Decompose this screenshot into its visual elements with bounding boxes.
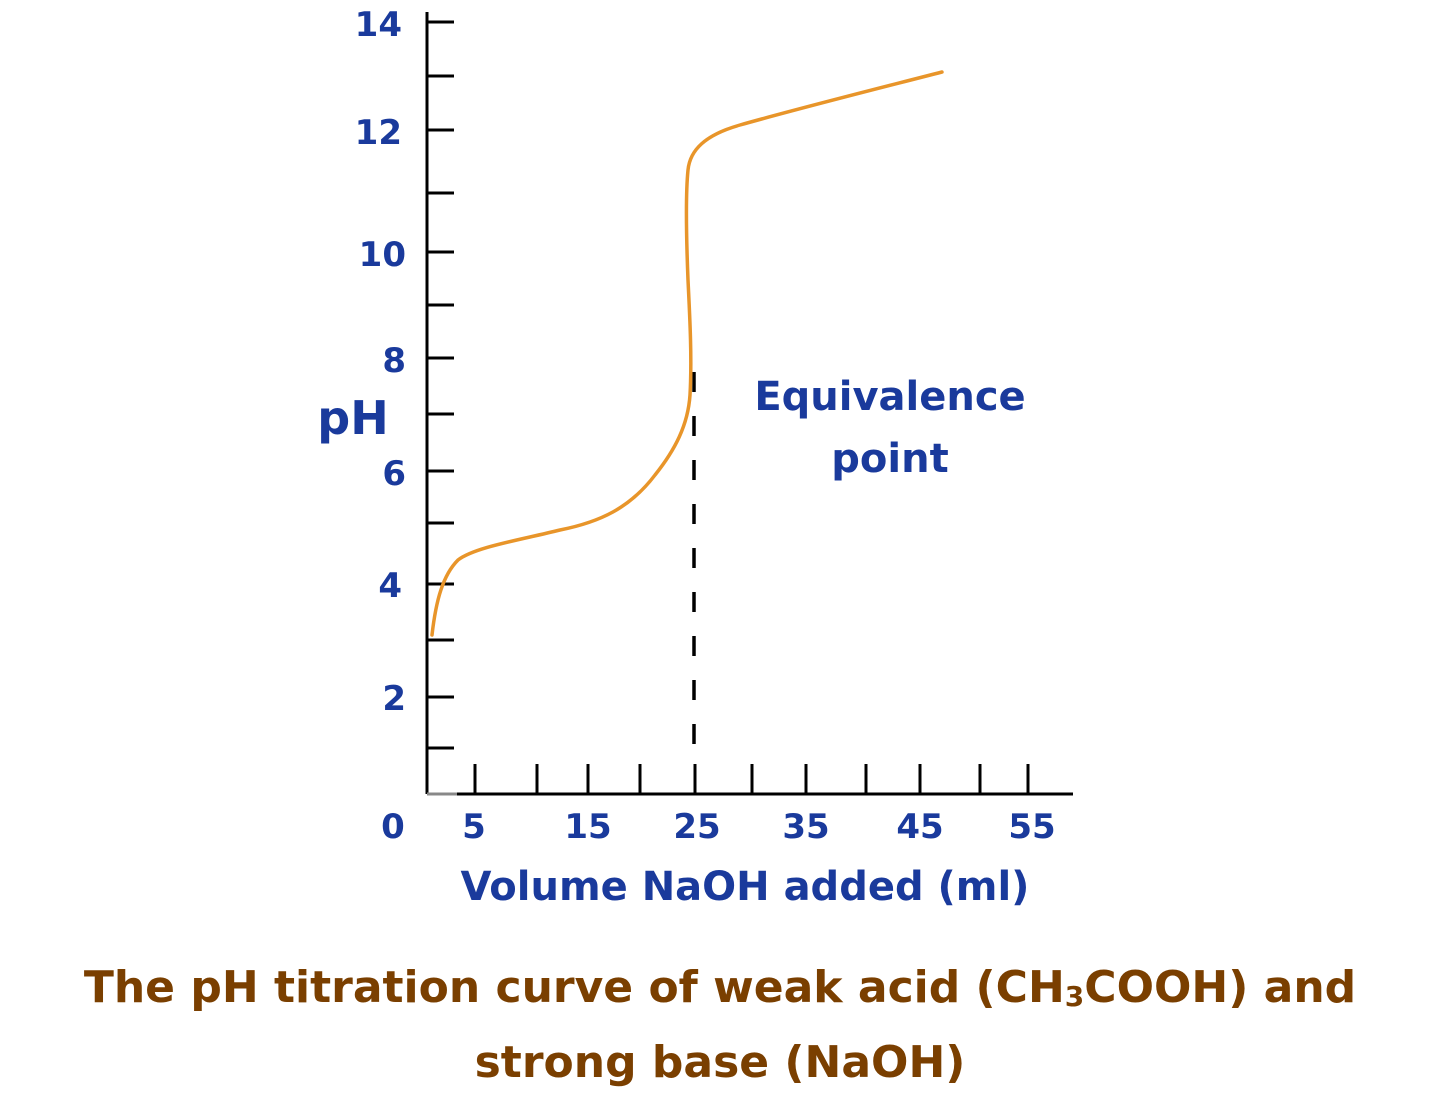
x-tick-5: 5 — [462, 807, 486, 847]
caption-line-2: strong base (NaOH) — [474, 1037, 966, 1088]
x-tick-15: 15 — [564, 807, 611, 847]
equivalence-label-line1: Equivalence — [754, 374, 1025, 420]
caption-line1-pre: The pH titration curve of weak acid (CH — [83, 962, 1065, 1013]
y-tick-labels: 14 12 10 8 6 4 2 — [355, 5, 406, 719]
chart-caption: The pH titration curve of weak acid (CH3… — [0, 955, 1440, 1096]
y-tick-4: 4 — [378, 566, 402, 606]
caption-line-1: The pH titration curve of weak acid (CH3… — [0, 955, 1440, 1030]
equivalence-label-line2: point — [831, 436, 948, 482]
y-tick-2: 2 — [382, 679, 406, 719]
y-tick-12: 12 — [355, 113, 402, 153]
y-tick-14: 14 — [355, 5, 402, 45]
x-axis-title: Volume NaOH added (ml) — [461, 864, 1030, 910]
x-tick-35: 35 — [782, 807, 829, 847]
x-tick-25: 25 — [673, 807, 720, 847]
x-tick-0: 0 — [381, 807, 405, 847]
caption-line1-post: COOH) and — [1084, 962, 1357, 1013]
caption-subscript: 3 — [1064, 980, 1085, 1013]
y-tick-10: 10 — [359, 235, 406, 275]
y-tick-6: 6 — [382, 454, 406, 494]
x-axis-ticks — [473, 764, 1030, 794]
x-tick-45: 45 — [896, 807, 943, 847]
y-axis-title: pH — [317, 391, 388, 445]
x-tick-55: 55 — [1008, 807, 1055, 847]
x-tick-labels: 0 5 15 25 35 45 55 — [381, 807, 1056, 847]
titration-chart: 14 12 10 8 6 4 2 0 5 15 25 35 45 55 pH V… — [317, 5, 1073, 910]
titration-curve — [430, 70, 944, 637]
y-tick-8: 8 — [382, 341, 406, 381]
y-axis-ticks — [427, 20, 454, 750]
